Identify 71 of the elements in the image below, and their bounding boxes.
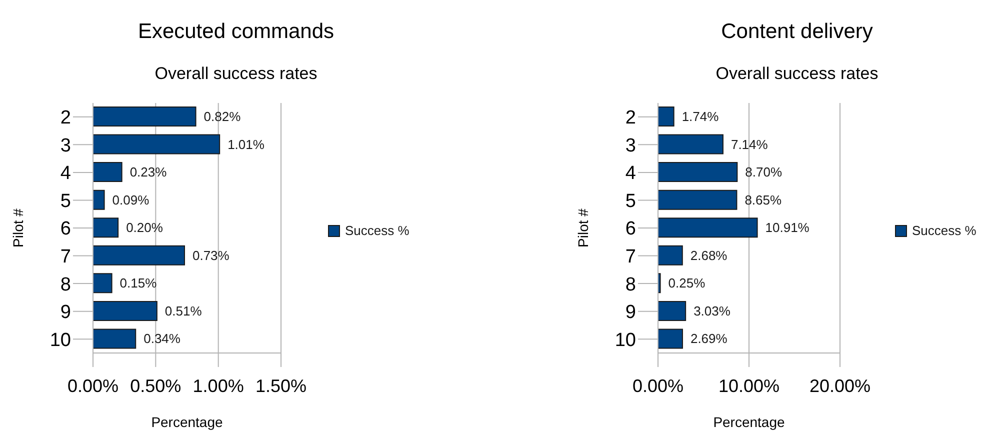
data-label: 1.01% (228, 136, 265, 152)
data-label: 10.91% (765, 220, 810, 236)
y-tick-label: 10 (614, 330, 636, 351)
bar (658, 106, 674, 126)
y-tick-label: 5 (625, 190, 636, 212)
data-label: 0.23% (130, 164, 168, 180)
bar (93, 190, 105, 210)
y-tick-label: 8 (625, 274, 636, 296)
y-axis-title: Pilot # (574, 208, 591, 248)
y-axis-title: Pilot # (10, 208, 26, 248)
bar (658, 162, 738, 182)
data-label: 1.74% (682, 109, 720, 124)
y-tick-label: 9 (60, 302, 71, 324)
chart-subtitle: Overall success rates (714, 64, 880, 84)
legend-label: Success % (912, 223, 976, 238)
x-tick-label: 0.50% (130, 376, 182, 396)
bar (93, 245, 185, 266)
y-tick-label: 10 (50, 330, 71, 351)
x-axis-title: Percentage (151, 414, 224, 430)
data-label: 8.65% (744, 192, 782, 208)
data-label: 0.15% (120, 276, 158, 291)
y-tick-label: 4 (60, 163, 72, 184)
bar (658, 245, 683, 266)
data-label: 0.82% (204, 109, 242, 124)
data-label: 0.34% (144, 331, 181, 346)
y-tick-label: 2 (60, 108, 71, 129)
y-tick-label: 8 (60, 274, 71, 296)
data-label: 0.73% (192, 248, 230, 263)
y-tick-label: 6 (625, 218, 636, 240)
chart-subtitle: Overall success rates (154, 64, 318, 84)
bar (658, 190, 738, 210)
y-tick-label: 6 (60, 218, 71, 240)
bar (658, 328, 683, 349)
data-label: 3.03% (694, 303, 731, 318)
chart-title: Executed commands (136, 20, 336, 44)
x-tick-label: 1.50% (255, 376, 307, 396)
x-tick-label: 0.00% (67, 376, 119, 396)
bar (93, 162, 122, 182)
data-label: 0.09% (112, 192, 150, 208)
bar (93, 218, 119, 238)
bar (93, 328, 136, 349)
x-tick-label: 10.00% (718, 376, 780, 396)
data-label: 2.69% (690, 331, 728, 346)
y-tick-label: 4 (625, 163, 636, 184)
x-axis-title: Percentage (713, 414, 786, 430)
chart-title: Content delivery (720, 20, 874, 44)
y-tick-label: 5 (60, 190, 71, 212)
x-tick-label: 1.00% (192, 376, 244, 396)
data-label: 2.68% (690, 248, 728, 263)
bar (658, 273, 661, 294)
y-tick-label: 7 (60, 246, 71, 268)
y-tick-label: 2 (625, 108, 636, 129)
data-label: 7.14% (730, 136, 768, 152)
bar (658, 300, 686, 321)
y-tick-label: 3 (60, 135, 71, 156)
bar (658, 218, 758, 238)
y-tick-label: 7 (625, 246, 636, 268)
legend-label: Success % (345, 223, 410, 238)
y-tick-label: 9 (625, 302, 636, 324)
data-label: 0.20% (126, 220, 164, 236)
data-label: 0.51% (164, 303, 202, 318)
bar (93, 300, 158, 321)
bar (93, 106, 196, 126)
y-tick-label: 3 (625, 135, 636, 156)
bar (658, 134, 724, 154)
x-tick-label: 0.00% (632, 376, 684, 396)
x-tick-label: 20.00% (809, 376, 871, 396)
bar (93, 273, 112, 294)
bar (93, 134, 220, 154)
data-label: 0.25% (668, 276, 706, 291)
data-label: 8.70% (745, 164, 782, 180)
